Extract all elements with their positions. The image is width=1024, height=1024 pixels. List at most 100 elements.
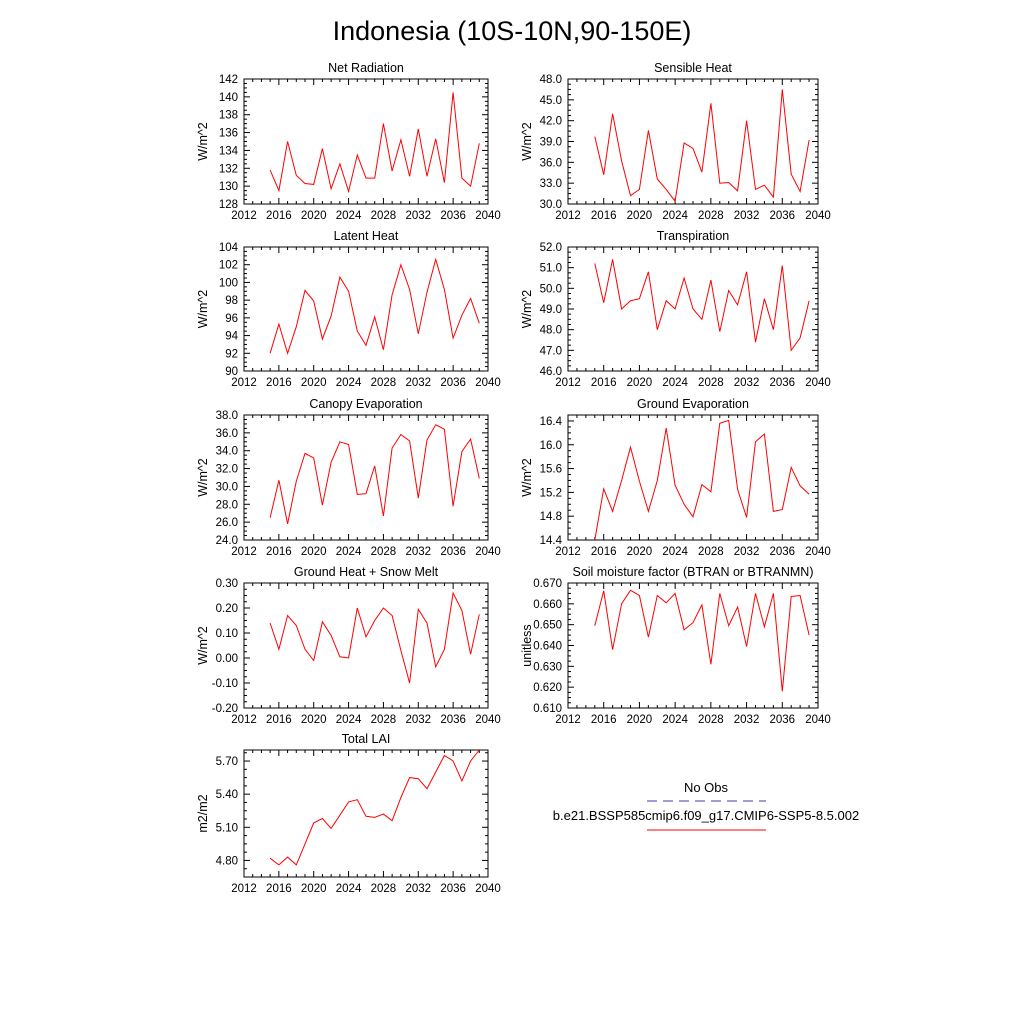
y-tick-label: 16.4 (540, 416, 563, 428)
y-tick-label: 132 (219, 163, 238, 175)
x-tick-label: 2020 (301, 883, 327, 895)
x-tick-label: 2032 (734, 546, 760, 558)
series-line-total-lai (269, 749, 480, 866)
y-tick-label: 0.610 (533, 703, 562, 715)
y-axis-label: W/m^2 (196, 626, 210, 665)
y-tick-label: 15.2 (540, 487, 562, 499)
y-tick-label: 48.0 (540, 325, 562, 337)
x-tick-label: 2028 (371, 377, 397, 389)
x-tick-label: 2028 (371, 210, 397, 222)
panel-soil-moisture-factor-btran-or-btranmn: Soil moisture factor (BTRAN or BTRANMN) u… (520, 565, 831, 726)
series-line-ground-evaporation (594, 419, 810, 541)
y-tick-label: 26.0 (216, 517, 238, 529)
y-tick-label: 47.0 (540, 345, 562, 357)
y-tick-label: 130 (219, 181, 238, 193)
y-axis-label: W/m^2 (196, 290, 210, 329)
y-tick-label: 28.0 (216, 499, 238, 511)
y-tick-label: 0.650 (533, 620, 562, 632)
panel-title: Ground Heat + Snow Melt (294, 565, 439, 579)
x-tick-label: 2036 (769, 714, 795, 726)
x-tick-label: 2016 (266, 210, 292, 222)
x-tick-label: 2032 (405, 546, 431, 558)
x-tick-label: 2036 (440, 377, 466, 389)
x-tick-label: 2012 (231, 210, 257, 222)
x-tick-label: 2032 (405, 883, 431, 895)
panel-total-lai: Total LAI m2/m2 2012 2016 2020 2024 2028 2032 20… (196, 732, 501, 895)
x-tick-label: 2024 (662, 210, 688, 222)
x-tick-label: 2036 (440, 210, 466, 222)
y-tick-label: 96 (225, 313, 238, 325)
x-tick-label: 2024 (336, 377, 362, 389)
x-tick-label: 2016 (266, 377, 292, 389)
y-tick-label: 14.4 (540, 535, 563, 547)
plot-frame (243, 246, 489, 372)
x-tick-label: 2028 (698, 714, 724, 726)
x-tick-label: 2036 (440, 546, 466, 558)
x-tick-label: 2040 (805, 546, 831, 558)
panel-ground-heat-snow-melt: Ground Heat + Snow Melt W/m^2 2012 2016 2020… (196, 565, 501, 726)
x-tick-label: 2024 (336, 883, 362, 895)
plot-frame (243, 749, 489, 878)
x-tick-label: 2024 (662, 714, 688, 726)
y-tick-label: 32.0 (216, 464, 238, 476)
y-tick-label: 102 (219, 260, 238, 272)
x-tick-label: 2012 (555, 210, 581, 222)
y-tick-label: 142 (219, 74, 238, 86)
figure-title: Indonesia (10S-10N,90-150E) (333, 16, 692, 46)
x-tick-label: 2016 (591, 546, 617, 558)
x-tick-label: 2040 (475, 377, 501, 389)
x-tick-label: 2032 (734, 714, 760, 726)
y-tick-label: 30.0 (216, 481, 238, 493)
x-tick-label: 2024 (662, 546, 688, 558)
y-tick-label: 134 (219, 145, 239, 157)
y-tick-label: 98 (225, 295, 238, 307)
x-tick-label: 2032 (734, 210, 760, 222)
y-tick-label: -0.20 (212, 703, 238, 715)
x-tick-label: 2024 (336, 714, 362, 726)
x-tick-label: 2020 (301, 546, 327, 558)
y-tick-label: 16.0 (540, 440, 562, 452)
y-tick-label: 5.10 (216, 822, 238, 834)
series-line-sensible-heat (594, 89, 810, 203)
x-tick-label: 2036 (440, 883, 466, 895)
x-tick-label: 2016 (266, 546, 292, 558)
y-tick-label: 100 (219, 277, 238, 289)
legend: No Obs b.e21.BSSP585cmip6.f09_g17.CMIP6-… (553, 780, 859, 831)
x-tick-label: 2040 (475, 210, 501, 222)
x-tick-label: 2040 (805, 714, 831, 726)
series-line-canopy-evaporation (269, 424, 480, 524)
x-tick-label: 2020 (627, 210, 653, 222)
panel-net-radiation: Net Radiation W/m^2 2012 2016 2020 2024 2028 20… (196, 61, 501, 222)
y-tick-label: 0.640 (533, 641, 562, 653)
x-tick-label: 2040 (805, 377, 831, 389)
y-tick-label: 90 (225, 366, 238, 378)
y-axis-label: W/m^2 (196, 122, 210, 161)
y-tick-label: 140 (219, 92, 238, 104)
plot-frame (567, 78, 819, 205)
y-tick-label: -0.10 (212, 678, 238, 690)
y-tick-label: 30.0 (540, 199, 562, 211)
y-tick-label: 0.20 (216, 603, 238, 615)
plot-frame (243, 414, 489, 541)
y-tick-label: 50.0 (540, 283, 562, 295)
x-tick-label: 2036 (769, 546, 795, 558)
x-tick-label: 2036 (769, 210, 795, 222)
x-tick-label: 2024 (662, 377, 688, 389)
x-tick-label: 2020 (301, 210, 327, 222)
panel-ground-evaporation: Ground Evaporation W/m^2 2012 2016 2020 2024 2… (520, 397, 831, 558)
y-axis-label: W/m^2 (196, 458, 210, 497)
x-tick-label: 2036 (769, 377, 795, 389)
x-tick-label: 2032 (734, 377, 760, 389)
y-tick-label: 0.670 (533, 578, 562, 590)
y-tick-label: 0.30 (216, 578, 238, 590)
y-tick-label: 0.630 (533, 661, 562, 673)
x-tick-label: 2016 (591, 377, 617, 389)
panel-title: Total LAI (342, 732, 391, 746)
x-tick-label: 2020 (627, 714, 653, 726)
y-tick-label: 48.0 (540, 74, 562, 86)
y-tick-label: 0.00 (216, 653, 238, 665)
x-tick-label: 2012 (555, 377, 581, 389)
y-axis-label: unitless (520, 624, 534, 666)
y-axis-label: W/m^2 (520, 458, 534, 497)
